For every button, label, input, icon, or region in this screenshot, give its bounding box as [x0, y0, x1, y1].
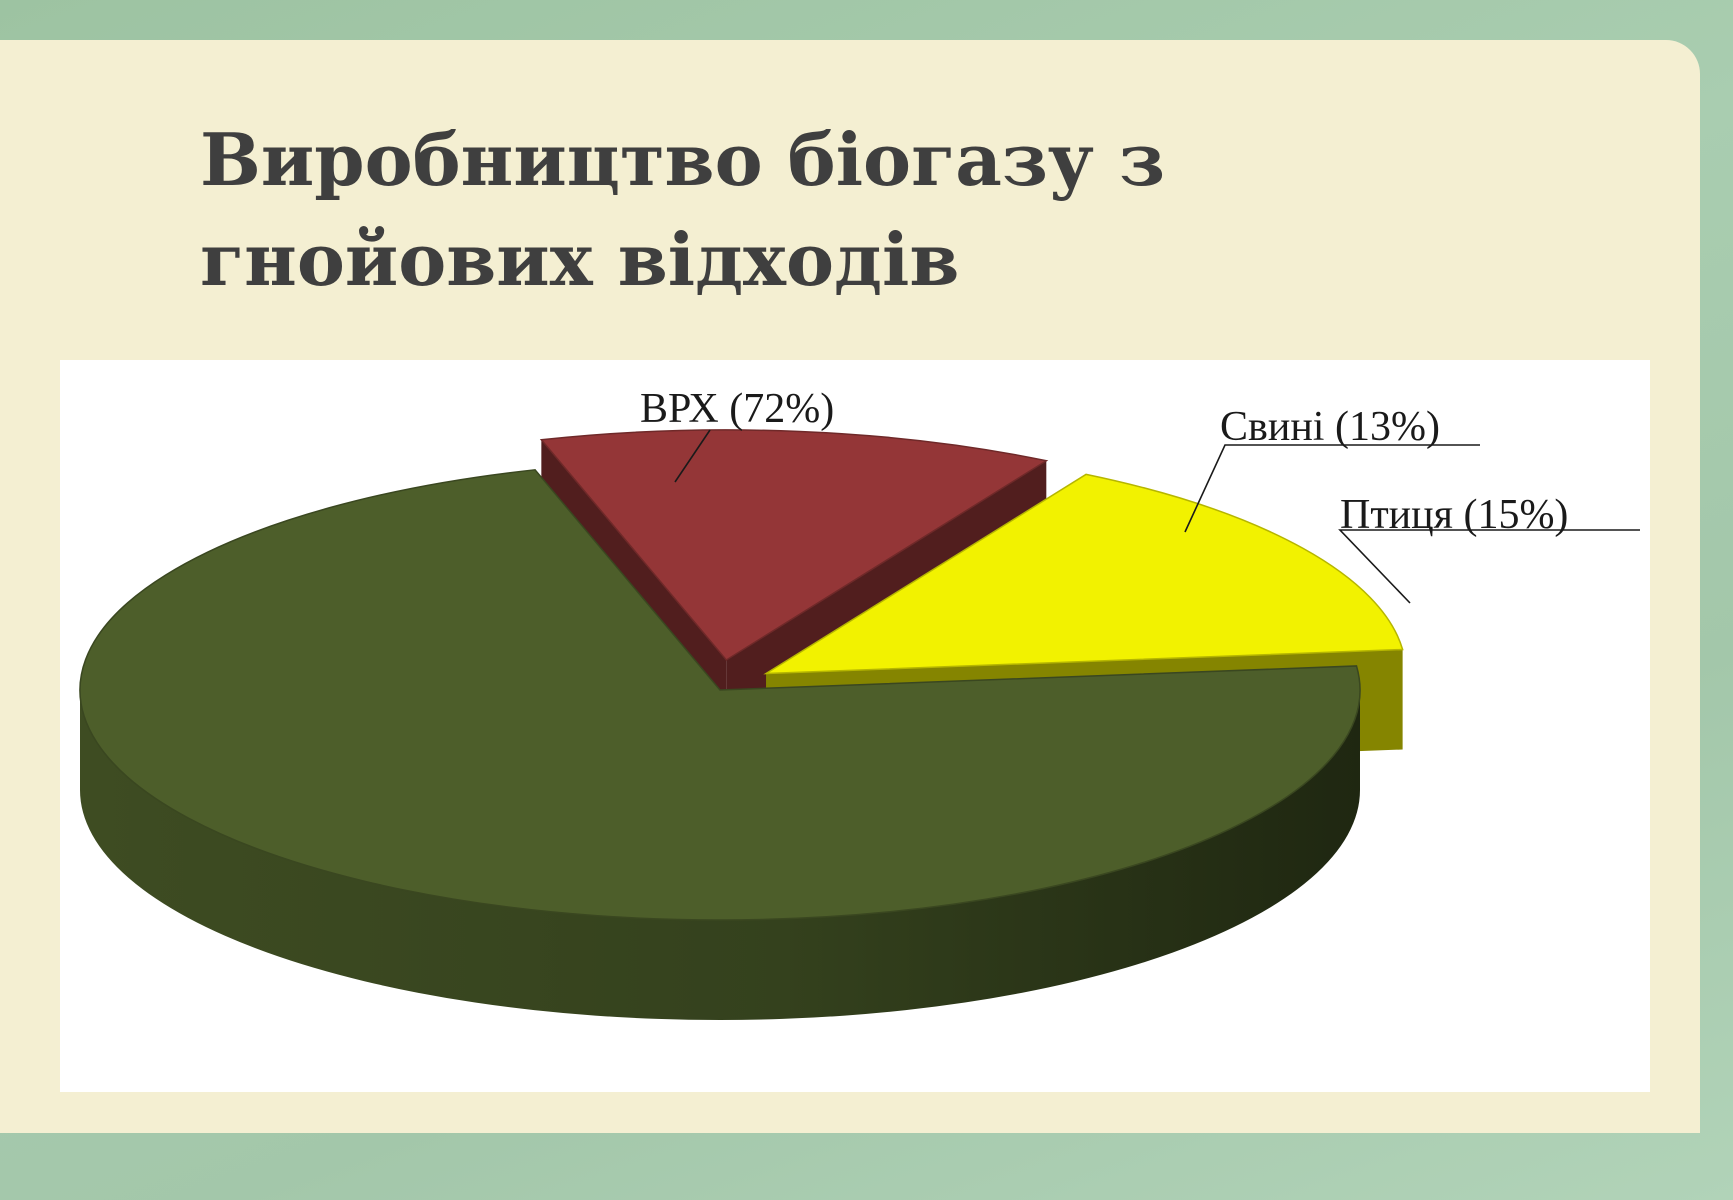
pie-chart: ВРХ (72%) Свині (13%) Птиця (15%)	[60, 360, 1650, 1092]
pie-label-leader-1	[1184, 444, 1480, 533]
pie-labels: ВРХ (72%) Свині (13%) Птиця (15%)	[640, 386, 1640, 604]
pie-slice-side-0	[80, 690, 1360, 1020]
pie-slices	[79, 429, 1404, 1020]
pie-chart-svg: ВРХ (72%) Свині (13%) Птиця (15%)	[79, 386, 1640, 1020]
slide-title: Виробництво біогазу з гнойових відходів	[200, 117, 1165, 302]
pie-slice-top-0	[79, 469, 1361, 921]
pie-slice-top-2	[763, 473, 1404, 675]
pie-slice-0	[79, 469, 1361, 1020]
pie-label-2: Птиця (15%)	[1340, 492, 1568, 538]
pie-label-0: ВРХ (72%)	[640, 386, 834, 432]
pie-label-leader-0	[674, 429, 711, 483]
pie-slice-top-1	[539, 429, 1049, 661]
pie-label-1: Свині (13%)	[1220, 404, 1440, 450]
pie-label-leader-2	[1338, 529, 1640, 604]
